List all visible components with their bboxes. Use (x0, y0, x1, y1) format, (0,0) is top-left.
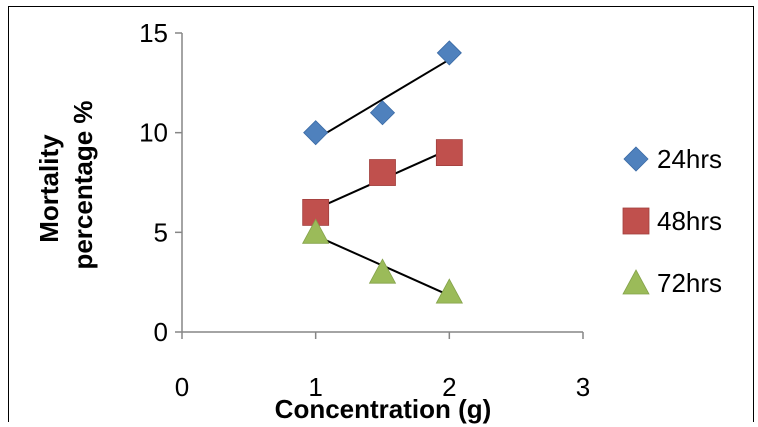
y-axis-ticks: 0 5 10 15 (139, 18, 182, 347)
legend-marker-24hrs (623, 146, 649, 172)
data-point-72hrs (301, 218, 330, 244)
legend-item-48hrs: 48hrs (622, 206, 722, 236)
chart-frame (8, 6, 754, 422)
data-point-24hrs (303, 120, 329, 146)
y-axis-title: Mortality percentage % (34, 100, 98, 269)
legend: 24hrs 48hrs 72hrs (622, 144, 722, 298)
legend-label: 72hrs (657, 268, 722, 298)
legend-marker-72hrs (622, 269, 650, 295)
legend-item-72hrs: 72hrs (622, 268, 722, 298)
axes (181, 33, 583, 333)
data-points (301, 40, 464, 304)
data-point-72hrs (368, 258, 397, 284)
data-point-48hrs (369, 159, 396, 186)
data-point-72hrs (435, 278, 464, 304)
x-tick-label: 0 (175, 372, 189, 402)
y-axis-title-line-2: percentage % (68, 100, 98, 269)
legend-label: 48hrs (657, 206, 722, 236)
y-tick-label: 15 (139, 18, 168, 48)
y-tick-label: 10 (139, 118, 168, 148)
legend-item-24hrs: 24hrs (623, 144, 722, 174)
data-point-24hrs (436, 40, 462, 66)
y-axis-title-line-1: Mortality (34, 134, 64, 243)
x-axis-title: Concentration (g) (275, 394, 492, 424)
x-tick-label: 3 (576, 372, 590, 402)
data-point-24hrs (369, 100, 396, 126)
x-tick-label: 2 (442, 372, 456, 402)
x-axis-ticks: 0 1 2 3 (175, 332, 590, 402)
data-point-48hrs (435, 139, 463, 167)
legend-label: 24hrs (657, 144, 722, 174)
trendline-24hrs (315, 58, 450, 141)
y-tick-label: 0 (154, 317, 168, 347)
y-tick-label: 5 (154, 217, 168, 247)
legend-marker-48hrs (622, 207, 650, 235)
x-tick-label: 1 (308, 372, 322, 402)
